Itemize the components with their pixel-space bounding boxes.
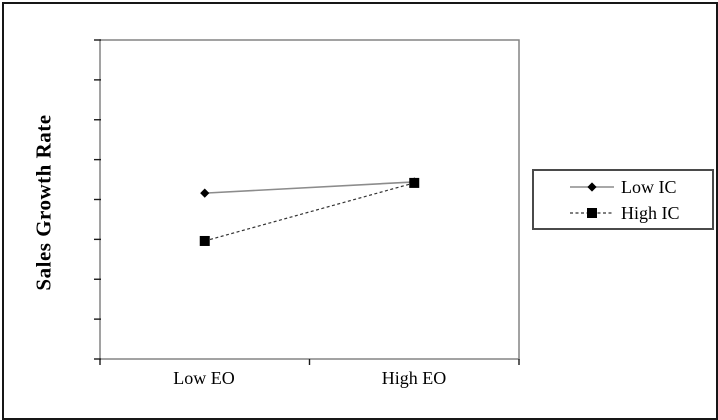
legend-item-high-ic: High IC bbox=[570, 202, 712, 224]
legend-item-low-ic: Low IC bbox=[570, 176, 712, 198]
legend-label-low-ic: Low IC bbox=[621, 176, 677, 197]
plot-area bbox=[94, 39, 520, 365]
x-axis-label-low-eo: Low EO bbox=[173, 368, 235, 388]
x-axis-label-high-eo: High EO bbox=[381, 368, 447, 388]
legend-label-high-ic: High IC bbox=[621, 202, 680, 223]
low-ic-line-diamond-icon bbox=[570, 181, 614, 192]
legend: Low IC High IC bbox=[532, 169, 714, 230]
high-ic-line-square-icon bbox=[570, 207, 614, 218]
